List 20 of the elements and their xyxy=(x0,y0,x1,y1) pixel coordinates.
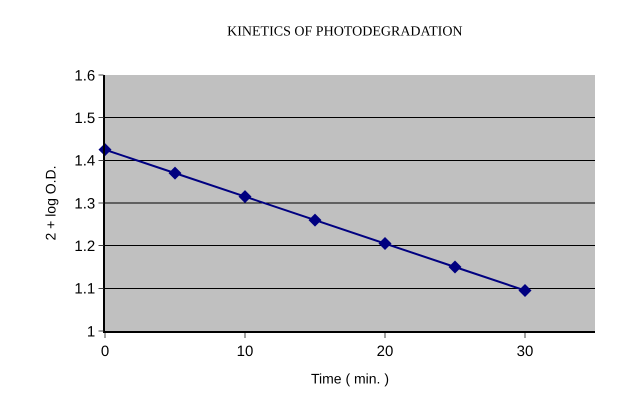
y-tick-label: 1.4 xyxy=(74,152,96,170)
x-tick-label: 10 xyxy=(236,342,254,360)
point xyxy=(378,237,392,250)
x-axis-title: Time ( min. ) xyxy=(310,370,390,387)
point xyxy=(238,190,252,204)
chart-title: KINETICS OF PHOTODEGRADATION xyxy=(227,24,463,40)
y-tick-label: 1.2 xyxy=(74,238,96,255)
x-tick-label: 30 xyxy=(516,342,534,360)
y-tick-label: 1.6 xyxy=(74,67,96,84)
y-tick-label: 1 xyxy=(86,323,96,340)
point xyxy=(518,284,532,297)
y-axis-title: 2 + log O.D. xyxy=(42,165,58,241)
y-tick-label: 1.3 xyxy=(74,195,96,212)
x-tick-label: 20 xyxy=(376,342,394,360)
point xyxy=(448,260,462,274)
point xyxy=(308,214,322,227)
point xyxy=(168,166,182,180)
y-tick-label: 1.5 xyxy=(74,110,96,127)
x-tick-label: 0 xyxy=(100,342,110,360)
y-tick-label: 1.1 xyxy=(74,280,96,298)
